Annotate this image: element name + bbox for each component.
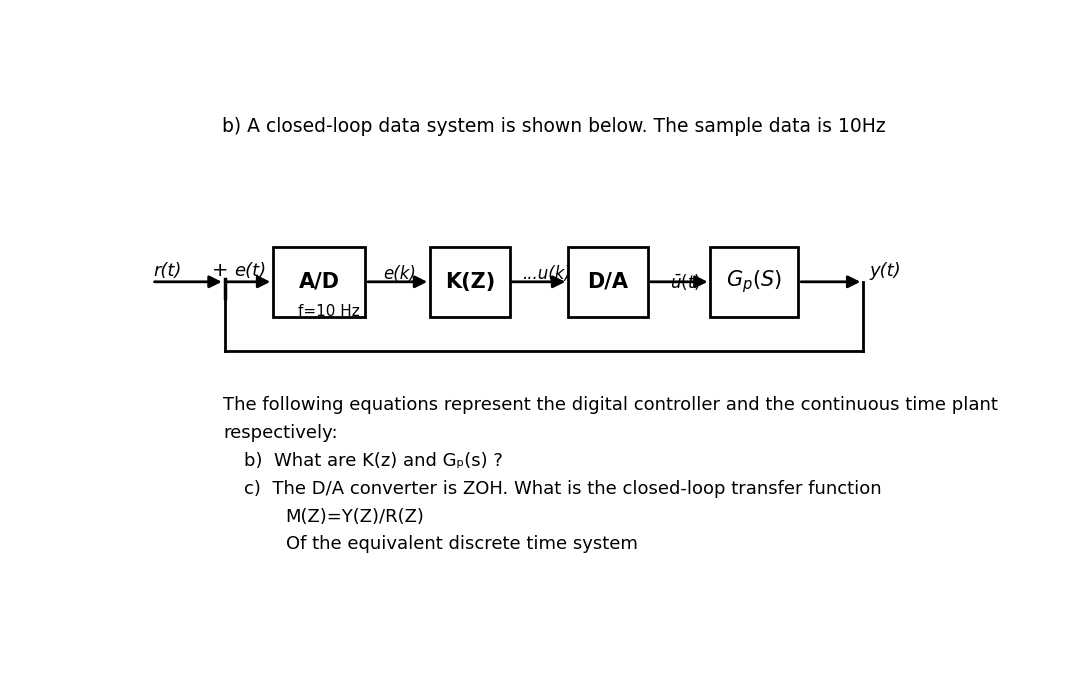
Text: c)  The D/A converter is ZOH. What is the closed-loop transfer function: c) The D/A converter is ZOH. What is the… xyxy=(244,480,881,498)
Text: Of the equivalent discrete time system: Of the equivalent discrete time system xyxy=(285,535,637,553)
Text: e(k): e(k) xyxy=(382,264,416,283)
Text: M(Z)=Y(Z)/R(Z): M(Z)=Y(Z)/R(Z) xyxy=(285,507,424,525)
Text: respectively:: respectively: xyxy=(222,424,338,442)
Text: +: + xyxy=(212,260,229,280)
Text: The following equations represent the digital controller and the continuous time: The following equations represent the di… xyxy=(222,396,998,414)
Text: ...u(k): ...u(k) xyxy=(522,264,570,283)
Text: $\mathit{G_p(S)}$: $\mathit{G_p(S)}$ xyxy=(727,269,782,295)
Text: y(t): y(t) xyxy=(869,262,902,280)
Text: e(t): e(t) xyxy=(233,262,266,280)
Text: A/D: A/D xyxy=(299,272,339,292)
Bar xyxy=(711,247,798,317)
Text: K(Z): K(Z) xyxy=(445,272,495,292)
Text: f=10 Hz: f=10 Hz xyxy=(298,304,360,319)
Bar xyxy=(430,247,510,317)
Text: D/A: D/A xyxy=(588,272,629,292)
Bar xyxy=(568,247,648,317)
Text: $\bar{u}(t)$: $\bar{u}(t)$ xyxy=(671,272,701,292)
Text: b) A closed-loop data system is shown below. The sample data is 10Hz: b) A closed-loop data system is shown be… xyxy=(221,117,886,136)
Bar xyxy=(273,247,365,317)
Text: r(t): r(t) xyxy=(153,262,181,280)
Text: b)  What are K(z) and Gₚ(s) ?: b) What are K(z) and Gₚ(s) ? xyxy=(244,452,502,470)
